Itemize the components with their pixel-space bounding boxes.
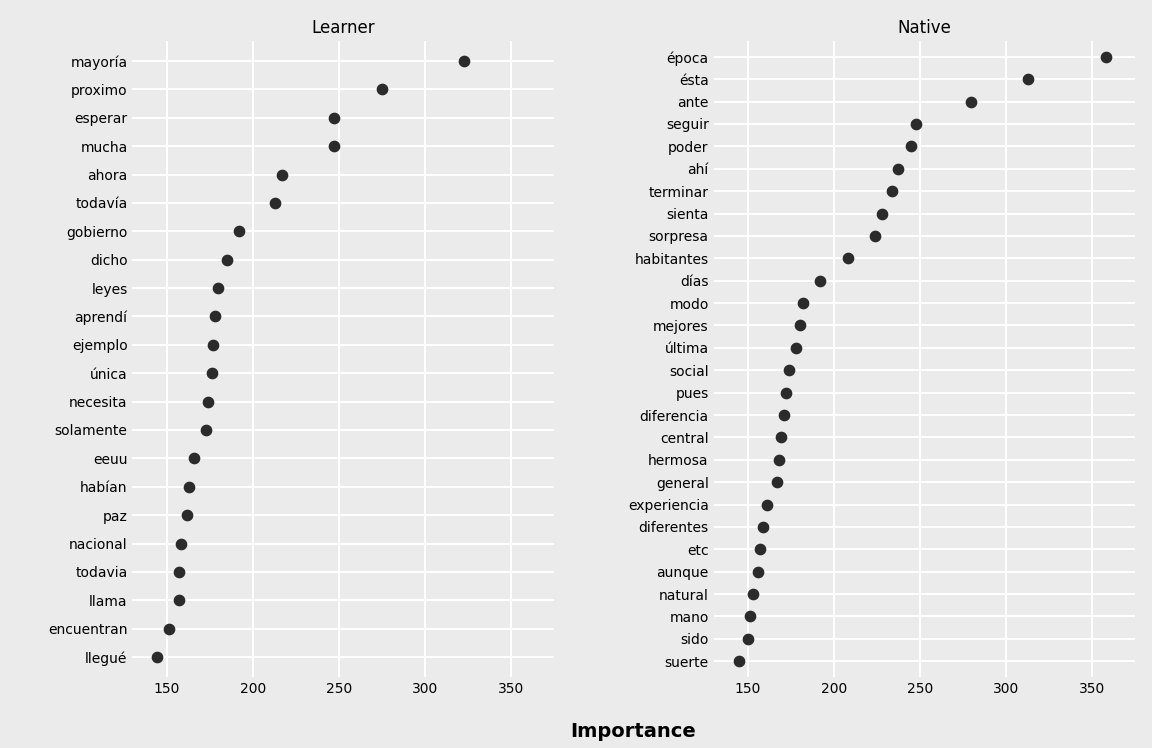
Point [1018,73,1037,85]
Point [787,342,805,354]
Point [210,282,228,294]
Point [749,565,767,577]
Point [147,651,166,663]
Point [866,230,885,242]
Point [839,252,857,264]
Point [775,409,794,421]
Point [372,84,391,96]
Point [770,454,788,466]
Point [218,254,236,266]
Point [738,633,757,645]
Point [741,610,759,622]
Point [203,367,221,379]
Point [273,168,291,180]
Point [179,509,197,521]
Point [751,543,770,555]
Point [325,111,343,123]
Point [888,163,907,175]
Point [794,297,812,309]
Point [884,186,902,197]
Point [730,655,749,667]
Point [780,364,798,376]
Point [455,55,473,67]
Point [1097,51,1115,63]
Point [768,476,787,488]
Point [197,424,215,436]
Point [790,319,809,331]
Point [266,197,285,209]
Point [962,96,980,108]
Point [873,207,892,219]
Point [902,141,920,153]
Point [758,499,776,511]
Point [172,538,190,550]
Point [325,140,343,152]
Point [908,118,926,130]
Point [169,566,188,578]
Point [159,622,177,634]
Title: Native: Native [897,19,952,37]
Point [755,521,773,533]
Point [230,225,249,237]
Point [744,588,763,600]
Text: Importance: Importance [570,722,697,741]
Point [204,339,222,351]
Point [185,453,204,465]
Point [776,387,795,399]
Point [772,432,790,444]
Point [180,481,198,493]
Title: Learner: Learner [311,19,374,37]
Point [811,275,829,286]
Point [206,310,225,322]
Point [169,595,188,607]
Point [199,396,218,408]
